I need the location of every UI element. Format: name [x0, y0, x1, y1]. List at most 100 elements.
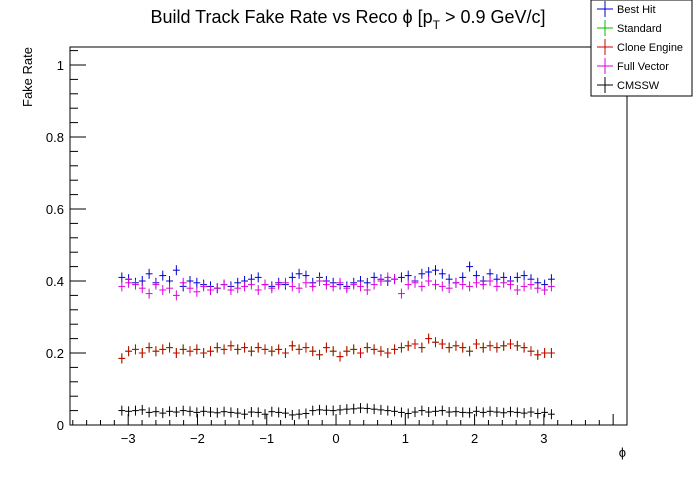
- data-point: [172, 265, 180, 276]
- data-point: [282, 348, 289, 358]
- data-point: [363, 285, 371, 295]
- series-clone-engine: [118, 333, 555, 364]
- data-point: [118, 405, 126, 416]
- data-point: [534, 408, 542, 419]
- data-point: [329, 405, 337, 416]
- data-point: [411, 407, 419, 418]
- data-point: [275, 407, 283, 418]
- data-point: [343, 346, 351, 357]
- data-point: [241, 281, 248, 292]
- data-point: [452, 340, 460, 351]
- data-point: [152, 406, 160, 417]
- plot-frame: [69, 46, 628, 426]
- data-point: [261, 409, 269, 420]
- data-point: [166, 342, 173, 353]
- data-point: [213, 283, 221, 294]
- data-point: [350, 279, 358, 290]
- data-point: [213, 407, 221, 418]
- data-point: [370, 279, 378, 290]
- data-point: [295, 268, 303, 279]
- data-point: [254, 342, 262, 353]
- data-point: [268, 283, 276, 294]
- data-point: [527, 346, 535, 357]
- legend: Best Hit Standard Clone Engine Full Vector C…: [590, 0, 693, 97]
- series-cmssw: [118, 403, 555, 420]
- data-point: [507, 279, 514, 290]
- y-tick-label: 0: [57, 418, 64, 433]
- y-axis-label: Fake Rate: [20, 47, 35, 107]
- data-point: [472, 277, 480, 288]
- data-point: [391, 274, 398, 285]
- data-point: [220, 406, 228, 417]
- data-point: [500, 407, 508, 418]
- data-point: [445, 342, 453, 353]
- data-point: [357, 403, 364, 414]
- data-point: [493, 407, 501, 418]
- data-point: [254, 272, 262, 283]
- data-point: [336, 351, 344, 362]
- data-point: [432, 265, 439, 276]
- series-full-vector: [118, 272, 555, 301]
- data-point: [200, 406, 208, 417]
- data-point: [179, 277, 187, 288]
- data-point: [486, 406, 494, 417]
- x-tick-label: 2: [471, 431, 478, 446]
- data-point: [302, 342, 310, 353]
- data-point: [220, 344, 228, 355]
- data-point: [193, 277, 201, 288]
- data-point: [132, 279, 139, 290]
- data-point: [472, 406, 480, 417]
- data-point: [520, 270, 528, 281]
- data-point: [418, 281, 426, 292]
- data-point: [329, 346, 337, 357]
- data-point: [466, 346, 474, 357]
- data-point: [316, 404, 323, 415]
- data-point: [138, 283, 146, 294]
- data-point: [118, 353, 126, 364]
- data-point: [316, 349, 323, 360]
- data-point: [425, 276, 433, 286]
- data-point: [548, 281, 555, 292]
- data-point: [247, 279, 255, 290]
- legend-box: [590, 0, 693, 97]
- data-point: [329, 281, 337, 292]
- axes: −3 −2 −1 0 1 2 3 0 0.2 0.4 0.6 0.8 1: [46, 50, 614, 446]
- data-point: [357, 281, 364, 292]
- chart-title-main: Build Track Fake Rate vs Reco: [150, 7, 402, 27]
- data-point: [193, 344, 201, 355]
- y-tick-label: 0.6: [46, 202, 64, 217]
- series-standard: [118, 333, 555, 364]
- legend-label: Full Vector: [617, 61, 669, 73]
- data-point: [282, 408, 289, 419]
- data-point: [398, 288, 405, 299]
- data-point: [125, 277, 133, 288]
- data-point: [541, 407, 549, 418]
- data-point: [384, 405, 392, 416]
- data-point: [438, 405, 446, 416]
- data-point: [302, 408, 310, 419]
- legend-label: Clone Engine: [617, 42, 683, 54]
- data-point: [350, 403, 358, 414]
- data-point: [363, 342, 371, 353]
- y-tick-label: 0.2: [46, 346, 64, 361]
- data-point: [172, 290, 180, 301]
- data-point: [398, 342, 405, 353]
- y-tick-label: 1: [57, 58, 64, 73]
- data-point: [336, 277, 344, 288]
- legend-label: CMSSW: [617, 80, 660, 92]
- data-point: [343, 404, 351, 415]
- data-point: [152, 279, 160, 290]
- data-point: [145, 342, 153, 353]
- data-point: [295, 283, 303, 294]
- data-point: [118, 272, 126, 283]
- data-point: [275, 279, 283, 290]
- data-point: [404, 279, 412, 290]
- data-point: [418, 268, 426, 279]
- x-tick-label: 0: [332, 431, 339, 446]
- data-point: [452, 406, 460, 417]
- data-point: [322, 405, 330, 416]
- data-point: [507, 339, 514, 349]
- data-point: [159, 408, 167, 419]
- data-point: [541, 285, 549, 295]
